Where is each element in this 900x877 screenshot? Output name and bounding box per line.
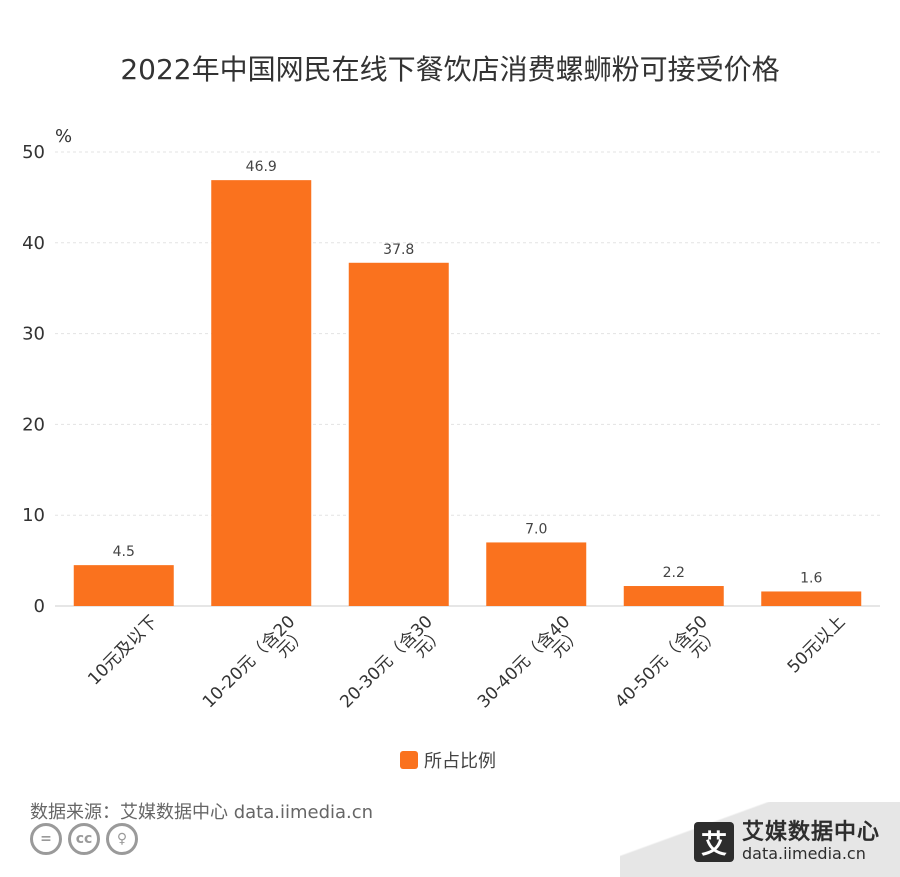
equals-icon: =	[30, 823, 62, 855]
legend[interactable]: 所占比例	[400, 748, 496, 772]
brand-url: data.iimedia.cn	[741, 844, 866, 864]
brand-name: 艾媒数据中心	[741, 820, 880, 846]
x-tick-label: 40-50元（含50元）	[611, 612, 723, 724]
data-label: 46.9	[246, 159, 277, 175]
corner-band	[620, 802, 900, 877]
brand-logo-icon: 艾	[693, 822, 734, 863]
y-tick-label: 20	[22, 414, 45, 435]
source-note: 数据来源：艾媒数据中心 data.iimedia.cn	[30, 802, 374, 823]
bar	[73, 565, 174, 606]
brand-logo-block: 艾 艾媒数据中心 data.iimedia.cn	[693, 820, 880, 864]
x-tick-label: 10元及以下	[84, 612, 162, 690]
y-tick-label: 0	[34, 596, 45, 617]
bar	[486, 542, 587, 606]
legend-swatch	[400, 751, 418, 769]
y-tick-label: 50	[22, 142, 45, 163]
x-tick-label: 10-20元（含20元）	[199, 612, 311, 724]
data-label: 2.2	[663, 565, 685, 581]
person-icon: ♀	[106, 823, 138, 855]
bar	[761, 591, 862, 606]
y-unit-label: %	[55, 126, 72, 147]
y-tick-label: 30	[22, 324, 45, 345]
y-tick-label: 10	[22, 505, 45, 526]
cc-icon: cc	[68, 823, 100, 855]
x-tick-label: 30-40元（含40元）	[474, 612, 586, 724]
data-label: 37.8	[383, 242, 414, 258]
bar-chart: 0 10 20 30 40 50% 4.5 10元及以下 46.9 10-20元（含20元） 37.…	[22, 126, 880, 724]
y-tick-label: 40	[22, 233, 45, 254]
license-icons: = cc ♀	[30, 823, 138, 855]
bar	[211, 180, 312, 606]
chart-title: 2022年中国网民在线下餐饮店消费螺蛳粉可接受价格	[120, 53, 780, 86]
data-label: 1.6	[800, 570, 822, 586]
bar	[623, 586, 724, 606]
x-tick-label: 20-30元（含30元）	[336, 612, 448, 724]
bar	[348, 262, 449, 606]
x-tick-label: 50元以上	[784, 612, 850, 678]
data-label: 4.5	[113, 544, 135, 560]
legend-label: 所占比例	[424, 751, 496, 772]
data-label: 7.0	[525, 521, 547, 537]
